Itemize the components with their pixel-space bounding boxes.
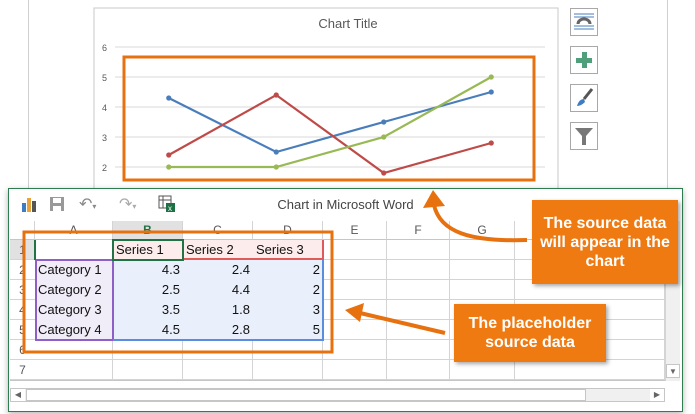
chart-elements-button[interactable] [570,46,598,74]
cell-gridline [35,360,113,380]
brush-icon [577,88,594,106]
cell-gridline [450,240,515,260]
cell-gridline [253,360,323,380]
data-point [273,164,279,170]
row-header-5[interactable]: 5 [10,320,35,340]
y-tick-label: 2 [102,163,107,173]
y-tick-label: 3 [102,133,107,143]
redo-icon[interactable]: ↷▾ [119,196,137,213]
select-all-corner[interactable] [10,221,35,240]
scroll-down-icon[interactable]: ▼ [666,364,680,378]
cell-gridline [387,340,450,360]
cell-gridline [253,340,323,360]
column-header-D[interactable]: D [253,221,323,240]
column-header-C[interactable]: C [183,221,253,240]
cell-gridline [323,240,387,260]
scroll-left-icon[interactable]: ◀ [11,389,25,401]
y-tick-label: 4 [102,103,107,113]
chart-icon [22,198,36,212]
scrollbar-thumb[interactable] [26,389,586,401]
cell-gridline [450,360,515,380]
selection-edge [34,240,36,260]
data-point [488,89,494,95]
cell-gridline [387,280,450,300]
data-point [488,74,494,80]
row-header-1[interactable]: 1 [10,240,35,260]
grid-bottom-edge [10,380,665,381]
row-header-6[interactable]: 6 [10,340,35,360]
y-tick-label: 5 [102,73,107,83]
cell-gridline [323,260,387,280]
cell-gridline [113,340,183,360]
chart-border [93,7,559,190]
row-header-3[interactable]: 3 [10,280,35,300]
data-point [166,152,172,158]
row-header-7[interactable]: 7 [10,360,35,380]
cell-gridline [183,360,253,380]
values-range-border [113,259,324,341]
data-point [166,164,172,170]
cell-gridline [387,260,450,280]
scroll-right-icon[interactable]: ▶ [650,389,664,401]
plus-icon [576,52,592,68]
data-point [381,119,387,125]
cell-gridline [183,340,253,360]
window-title: Chart in Microsoft Word [277,197,414,212]
cell-gridline [387,360,450,380]
data-point [381,134,387,140]
cell-gridline [387,300,450,320]
data-point [166,95,172,101]
page-margin-line [667,0,668,190]
callout-data: The placeholder source data [454,304,606,362]
row-header-4[interactable]: 4 [10,300,35,320]
page-margin-line [28,0,29,190]
cell-gridline [450,280,515,300]
layout-options-icon [574,13,594,30]
callout-chart: The source data will appear in the chart [532,200,678,284]
cell-gridline [450,260,515,280]
column-header-E[interactable]: E [323,221,387,240]
column-header-F[interactable]: F [387,221,450,240]
data-point [273,149,279,155]
save-icon[interactable] [49,196,65,212]
undo-icon[interactable]: ↶▾ [79,196,97,213]
series-range-border [183,240,324,260]
chart-styles-button[interactable] [570,84,598,112]
edit-data-in-excel-icon[interactable]: x [158,195,176,213]
column-header-A[interactable]: A [35,221,113,240]
chart-filters-button[interactable] [570,122,598,150]
cell-gridline [515,360,665,380]
cell-gridline [387,320,450,340]
cell-gridline [35,340,113,360]
chart-title[interactable]: Chart Title [318,16,378,31]
svg-text:x: x [168,204,172,213]
row-header-2[interactable]: 2 [10,260,35,280]
cell-gridline [323,360,387,380]
data-point [381,170,387,176]
cell-gridline [515,280,665,300]
cell-gridline [387,240,450,260]
layout-options-button[interactable] [570,8,598,36]
active-cell-B1[interactable] [112,239,184,261]
cell-gridline [323,280,387,300]
cell-gridline [113,360,183,380]
categories-range-border [35,259,114,341]
cell-gridline [323,300,387,320]
cell-gridline [323,340,387,360]
y-tick-label: 6 [102,43,107,53]
column-header-G[interactable]: G [450,221,515,240]
horizontal-scrollbar[interactable]: ◀ ▶ [10,388,665,402]
funnel-icon [575,128,593,145]
series-line-1 [168,90,492,154]
data-point [488,140,494,146]
data-point [273,92,279,98]
cell-gridline [35,240,113,260]
column-header-B[interactable]: B [113,221,183,240]
cell-gridline [323,320,387,340]
